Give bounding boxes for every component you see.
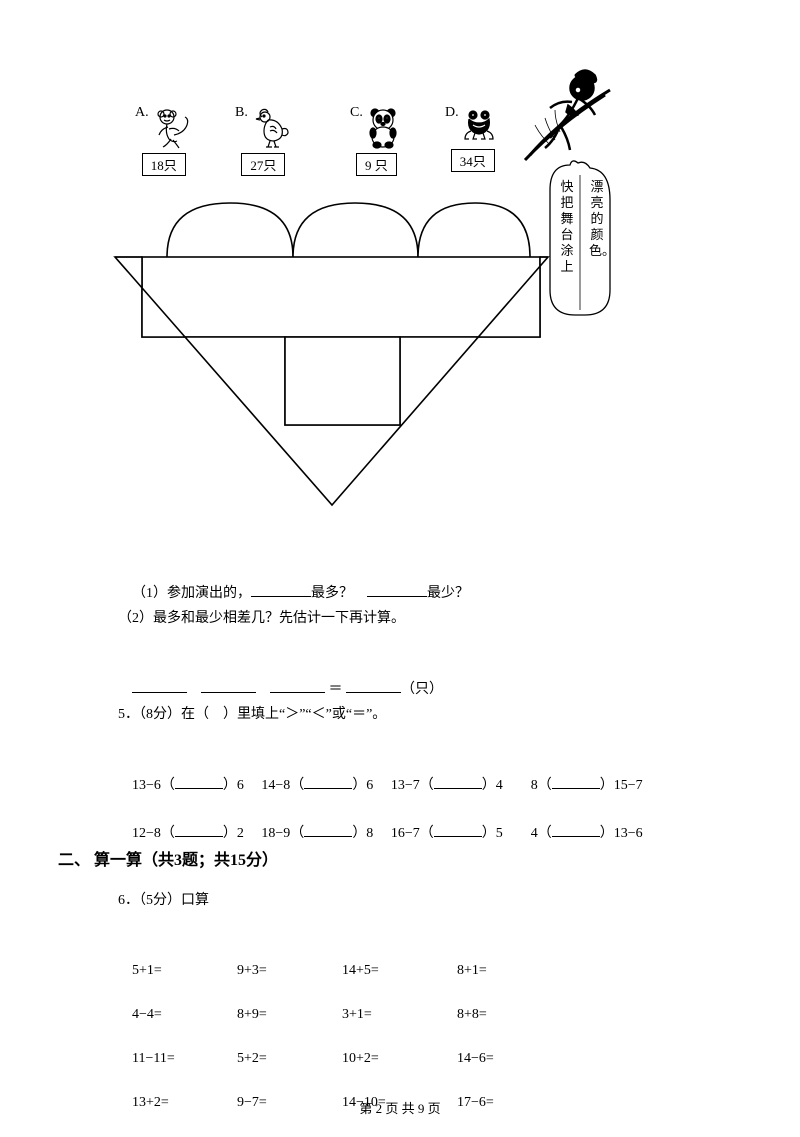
option-c-count: 9 只 — [356, 153, 397, 176]
q5-head: 5．（8分）在（ ）里填上“＞”“＜”或“＝”。 — [118, 704, 386, 726]
q5r2c1: 16−7（ — [391, 826, 434, 841]
chicken-icon — [248, 105, 292, 149]
q5r1a1: 13−6（ — [132, 778, 175, 793]
option-b-count: 27只 — [241, 153, 285, 176]
q5r2d1: 4（ — [531, 826, 552, 841]
option-b: B. 27只 — [235, 105, 292, 176]
calc-unit: （只） — [401, 682, 443, 697]
q6r2c4: 8+8= — [457, 1007, 487, 1022]
q6r3c4: 14−6= — [457, 1051, 494, 1066]
q5r1b1: 14−8（ — [261, 778, 304, 793]
page-footer: 第 2 页 共 9 页 — [0, 1098, 800, 1117]
q4-sub1-mid: 最多？ — [311, 586, 353, 601]
q5r2d2: ）13−6 — [600, 826, 643, 841]
q6r1c1: 5+1= — [132, 960, 237, 982]
q5r2c2: ）5 — [482, 826, 503, 841]
q6r2c2: 8+9= — [237, 1004, 342, 1026]
option-c-letter: C. — [350, 105, 363, 121]
page: 漂亮的颜色。 快把舞台涂上 A. — [0, 0, 800, 1132]
section2-title: 二、 算一算（共3题；共15分） — [58, 846, 278, 870]
option-a-letter: A. — [135, 105, 149, 121]
q5r2b2: ）8 — [352, 826, 373, 841]
q5r1b2: ）6 — [352, 778, 373, 793]
q6r1c2: 9+3= — [237, 960, 342, 982]
option-d-count: 34只 — [451, 149, 495, 172]
option-d: D. 34只 — [445, 105, 501, 172]
option-a: A. 18只 — [135, 105, 193, 176]
q5r1c2: ）4 — [482, 778, 503, 793]
option-a-count: 18只 — [142, 153, 186, 176]
q6r3c3: 10+2= — [342, 1048, 457, 1070]
illustration: 漂亮的颜色。 快把舞台涂上 A. — [100, 105, 690, 525]
q6-head: 6．（5分）口算 — [118, 890, 209, 912]
q6r3c1: 11−11= — [132, 1048, 237, 1070]
panda-icon — [363, 105, 403, 149]
q5r2b1: 18−9（ — [261, 826, 304, 841]
q6r3c2: 5+2= — [237, 1048, 342, 1070]
q4-sub1-tail: 最少？ — [427, 586, 469, 601]
option-c: C. — [350, 105, 403, 176]
stage-shape — [110, 195, 550, 515]
q4-sub2: （2）最多和最少相差几？先估计一下再计算。 — [118, 608, 405, 630]
q5r1d1: 8（ — [531, 778, 552, 793]
q5r2a2: ）2 — [223, 826, 244, 841]
side-caption-left: 快把舞台涂上 — [559, 179, 575, 275]
side-caption-right: 漂亮的颜色。 — [589, 179, 605, 259]
q5r1d2: ）15−7 — [600, 778, 643, 793]
option-d-letter: D. — [445, 105, 459, 121]
q6r2c3: 3+1= — [342, 1004, 457, 1026]
q5r1c1: 13−7（ — [391, 778, 434, 793]
q5r2a1: 12−8（ — [132, 826, 175, 841]
monkey-icon — [149, 105, 193, 149]
q6r1c3: 14+5= — [342, 960, 457, 982]
option-b-letter: B. — [235, 105, 248, 121]
frog-icon — [459, 105, 501, 145]
q6r2c1: 4−4= — [132, 1004, 237, 1026]
q4-sub1-prefix: （1）参加演出的， — [132, 586, 251, 601]
eq-sign: ＝ — [329, 682, 343, 697]
q5r1a2: ）6 — [223, 778, 244, 793]
q6r1c4: 8+1= — [457, 963, 487, 978]
